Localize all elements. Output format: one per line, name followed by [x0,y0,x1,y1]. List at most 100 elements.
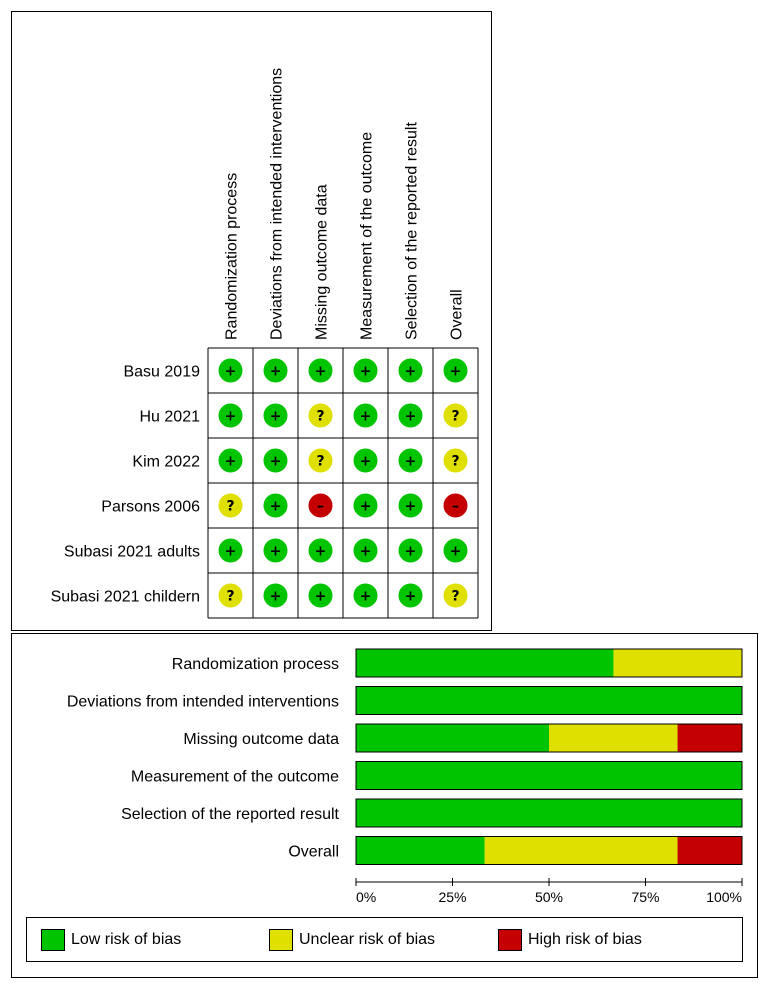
judgement-cell-5-3: + [353,583,378,608]
judgement-dot [398,403,423,428]
judgement-dot [353,583,378,608]
judgement-cell-5-2: + [308,583,333,608]
bar-high-2 [677,724,742,752]
bar-chart: Randomization process Deviations from int… [67,648,743,905]
judgement-symbol: + [270,409,282,425]
judgement-symbol: + [405,364,417,380]
judgement-cell-5-0: ? [218,583,243,608]
judgement-symbol: + [360,454,372,470]
judgement-symbol: + [315,589,327,605]
bar-low-5 [356,836,485,865]
summary-grid: Randomization process Deviations from int… [51,68,479,619]
judgement-cell-4-0: + [218,538,243,563]
judgement-cell-3-1: + [263,493,288,518]
bar-high-5 [677,836,742,865]
judgement-symbol: + [270,364,282,380]
judgement-symbol: – [317,499,324,515]
bar-low-1 [356,686,742,715]
judgement-dot [443,358,468,383]
study-label-1: Hu 2021 [140,409,201,426]
legend-swatch-high [498,929,522,951]
category-label-2: Missing outcome data [183,731,339,748]
bar-low-2 [356,724,549,752]
judgement-symbol: + [405,544,417,560]
judgement-dot [353,358,378,383]
x-tick-label-4: 100% [706,889,742,905]
study-label-5: Subasi 2021 childern [51,589,200,606]
bar-outline-3 [355,761,743,790]
judgement-symbol: + [360,364,372,380]
judgement-dot [218,583,243,608]
judgement-cell-4-5: + [443,538,468,563]
judgement-cell-0-3: + [353,358,378,383]
judgement-dot [398,358,423,383]
judgement-cell-2-1: + [263,448,288,473]
judgement-cell-1-2: ? [308,403,333,428]
judgement-symbol: + [360,409,372,425]
bar-unclear-5 [484,836,678,865]
study-label-0: Basu 2019 [123,364,200,381]
judgement-dot [263,583,288,608]
judgement-dot [263,493,288,518]
judgement-cell-1-0: + [218,403,243,428]
judgement-dot [308,583,333,608]
judgement-symbol: + [315,364,327,380]
judgement-symbol: + [270,499,282,515]
judgement-symbol: ? [451,589,459,605]
bar-unclear-2 [549,724,678,752]
legend: Low risk of bias Unclear risk of bias Hi… [26,917,743,962]
judgement-cell-5-1: + [263,583,288,608]
judgement-dot [443,493,468,518]
risk-of-bias-graph: Randomization process Deviations from int… [11,633,758,978]
judgement-dot [263,448,288,473]
judgement-symbol: + [225,409,237,425]
judgement-symbol: ? [451,409,459,425]
legend-swatch-low [41,929,65,951]
judgement-cell-4-1: + [263,538,288,563]
judgement-dot [308,448,333,473]
judgement-cell-3-0: ? [218,493,243,518]
judgement-dot [263,358,288,383]
judgement-dot [443,403,468,428]
judgement-cell-4-3: + [353,538,378,563]
x-tick-label-0: 0% [356,889,376,905]
domain-header-5: Overall [449,289,466,340]
judgement-symbol: + [270,589,282,605]
bar-outline-1 [355,686,743,715]
x-tick-label-2: 50% [535,889,563,905]
judgement-dot [443,583,468,608]
domain-header-0: Randomization process [224,173,241,340]
category-label-1: Deviations from intended interventions [67,694,339,711]
legend-item-unclear: Unclear risk of bias [269,929,435,951]
judgement-cell-3-2: – [308,493,333,518]
judgement-symbol: + [405,409,417,425]
bar-low-4 [356,799,742,827]
judgement-symbol: + [225,454,237,470]
judgement-symbol: + [225,364,237,380]
judgement-dot [308,493,333,518]
legend-swatch-unclear [269,929,293,951]
judgement-cell-5-5: ? [443,583,468,608]
bar-low-0 [356,649,614,677]
judgement-dot [263,538,288,563]
judgement-symbol: – [452,499,459,515]
study-label-4: Subasi 2021 adults [64,544,200,561]
judgement-symbol: + [315,544,327,560]
judgement-symbol: + [360,499,372,515]
judgement-cell-1-4: + [398,403,423,428]
judgement-cell-2-4: + [398,448,423,473]
judgement-dot [308,538,333,563]
judgement-cell-0-5: + [443,358,468,383]
judgement-cell-3-4: + [398,493,423,518]
judgement-dot [218,448,243,473]
judgement-cell-3-3: + [353,493,378,518]
bar-low-3 [356,761,742,790]
judgement-symbol: + [360,544,372,560]
legend-label-unclear: Unclear risk of bias [299,931,436,948]
judgement-cell-4-2: + [308,538,333,563]
judgement-dot [398,538,423,563]
domain-header-4: Selection of the reported result [404,122,421,340]
judgement-cell-2-3: + [353,448,378,473]
judgement-cell-0-0: + [218,358,243,383]
judgement-dot [218,493,243,518]
